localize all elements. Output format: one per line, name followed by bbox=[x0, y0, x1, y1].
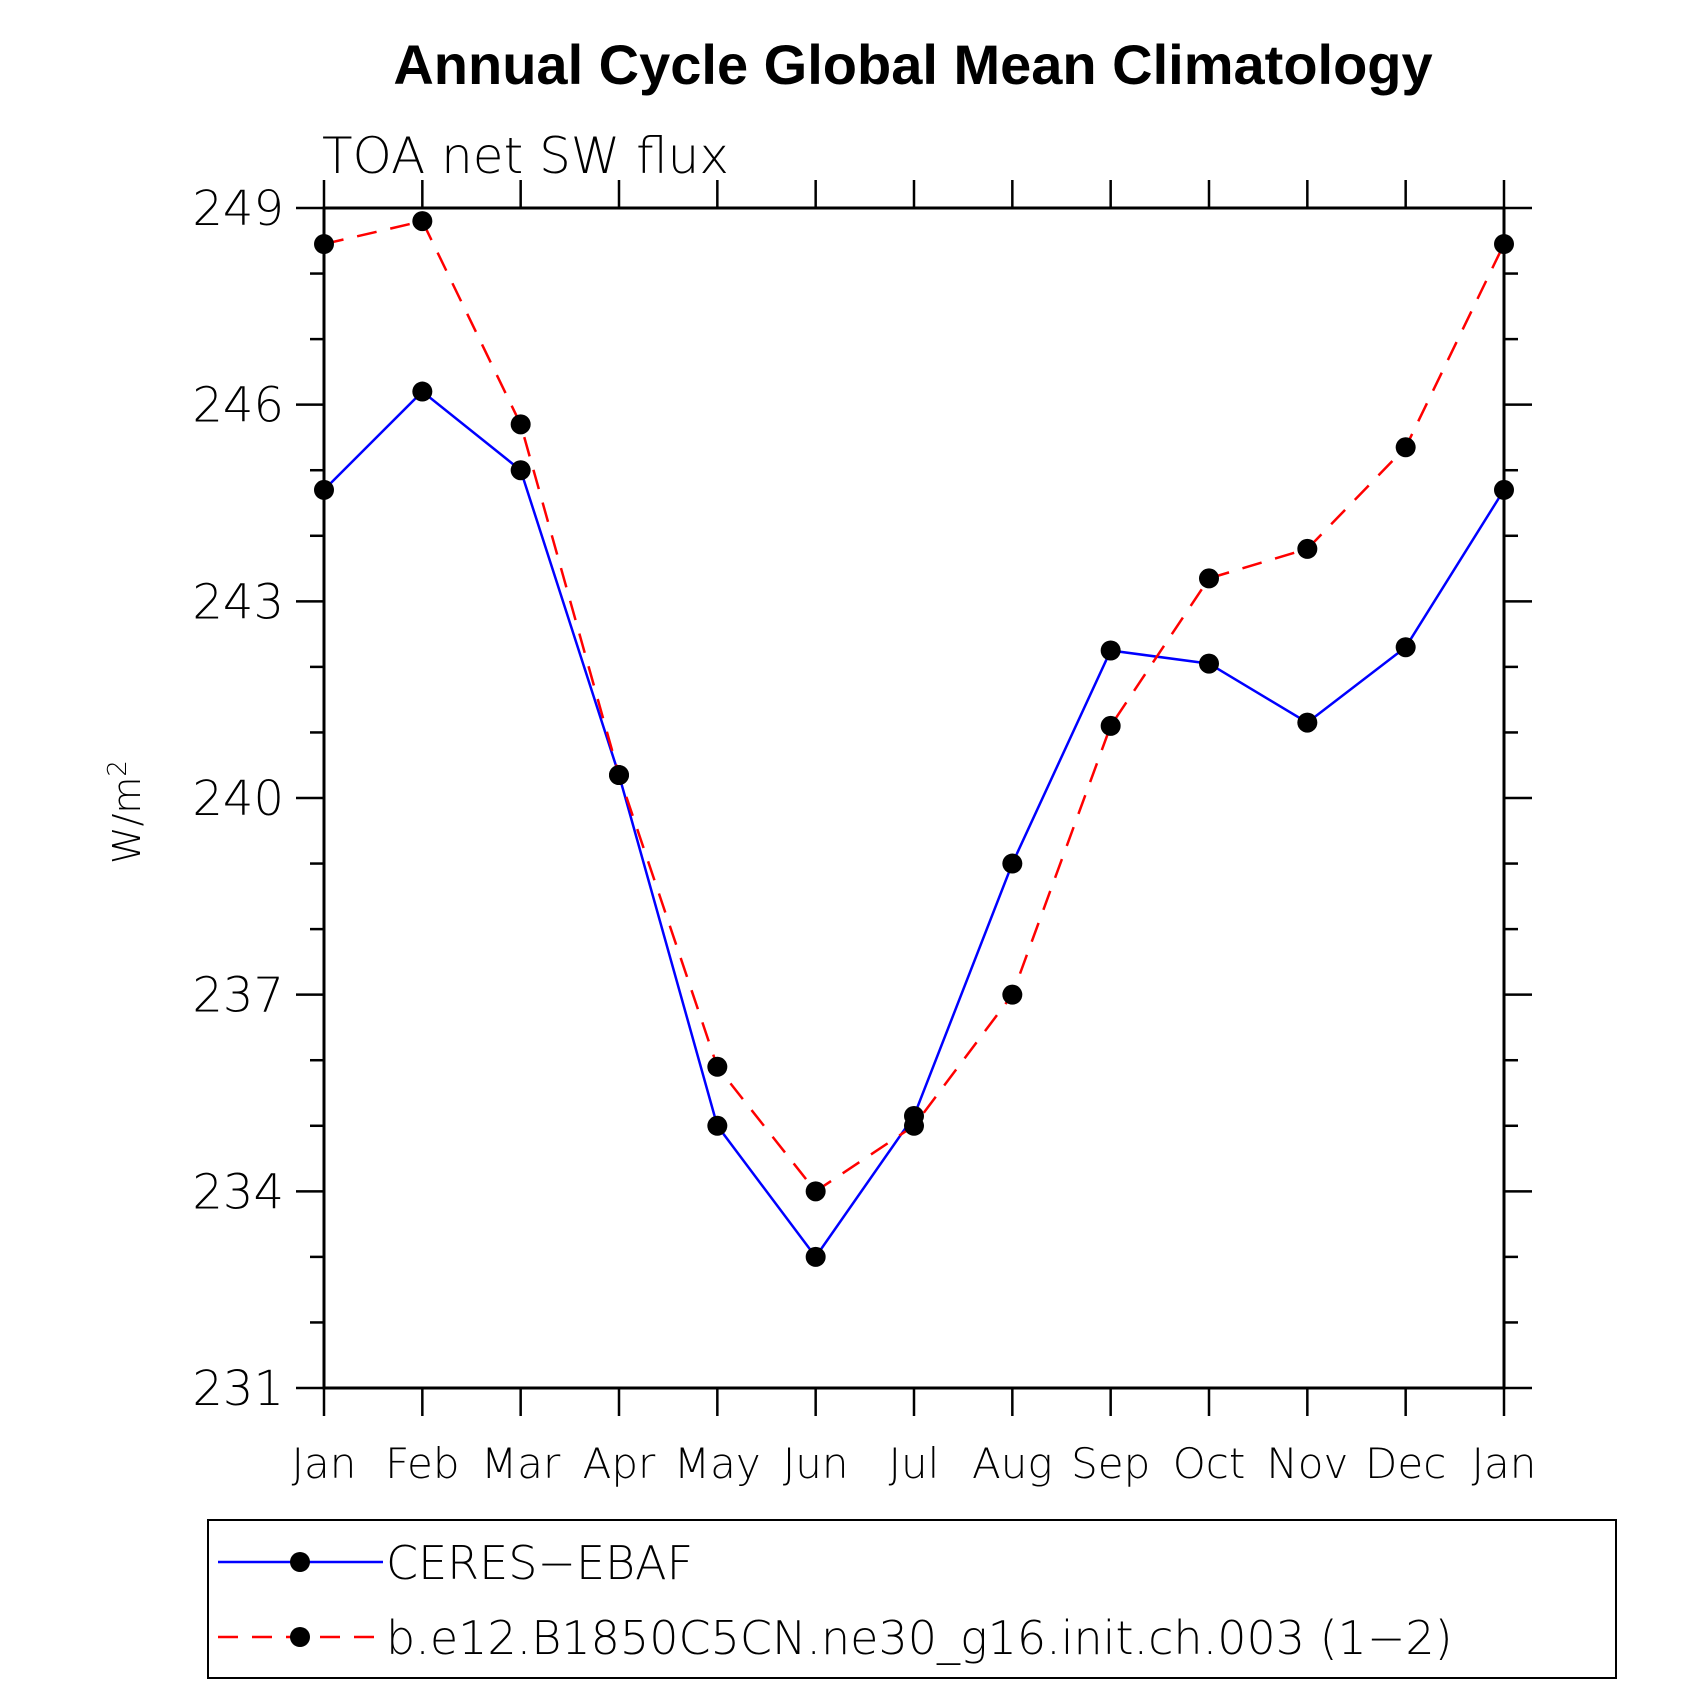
series-2-point bbox=[1199, 568, 1219, 589]
y-tick-label: 234 bbox=[192, 1164, 284, 1220]
legend-marker-1 bbox=[290, 1552, 310, 1572]
series-1-point bbox=[510, 460, 531, 481]
series-1-point bbox=[805, 1246, 826, 1267]
x-tick-label: Apr bbox=[583, 1439, 656, 1488]
x-tick-label: Jan bbox=[292, 1439, 357, 1488]
legend-box bbox=[207, 1519, 1617, 1679]
series-1-point bbox=[1297, 712, 1318, 733]
x-tick-label: Sep bbox=[1071, 1439, 1150, 1488]
series-2-point bbox=[1002, 984, 1023, 1005]
series-2-point bbox=[1494, 234, 1514, 255]
y-tick-label: 243 bbox=[192, 574, 284, 630]
series-1-point bbox=[1100, 640, 1121, 661]
x-tick-label: Jul bbox=[889, 1439, 940, 1488]
x-tick-label: May bbox=[674, 1439, 761, 1488]
legend-marker-2 bbox=[290, 1627, 310, 1647]
series-1-point bbox=[1494, 479, 1514, 500]
x-tick-label: Aug bbox=[972, 1439, 1053, 1488]
series-2-point bbox=[1100, 715, 1121, 736]
series-2-point bbox=[707, 1056, 728, 1077]
series-2-point bbox=[412, 211, 433, 232]
legend-label-2: b.e12.B1850C5CN.ne30_g16.init.ch.003 (1−… bbox=[386, 1611, 1453, 1665]
series-1-point bbox=[314, 479, 334, 500]
series-2-point bbox=[904, 1115, 924, 1136]
series-2-point bbox=[1395, 437, 1416, 458]
series-2-point bbox=[510, 414, 531, 435]
series-1-point bbox=[1199, 653, 1219, 674]
y-tick-label: 249 bbox=[192, 181, 284, 237]
x-tick-label: Oct bbox=[1173, 1439, 1246, 1488]
x-tick-label: Jan bbox=[1472, 1439, 1537, 1488]
x-tick-label: Jun bbox=[783, 1439, 849, 1488]
y-axis-label-superscript: 2 bbox=[103, 760, 133, 777]
chart-title: Annual Cycle Global Mean Climatology bbox=[393, 33, 1432, 96]
x-tick-label: Dec bbox=[1365, 1439, 1446, 1488]
x-tick-label: Mar bbox=[481, 1439, 561, 1488]
series-1-point bbox=[707, 1115, 728, 1136]
series-2-point bbox=[805, 1181, 826, 1202]
y-tick-label: 231 bbox=[192, 1361, 284, 1417]
series-2-point bbox=[609, 765, 629, 786]
series-2-point bbox=[314, 234, 334, 255]
x-tick-label: Feb bbox=[385, 1439, 459, 1488]
y-tick-label: 246 bbox=[192, 378, 284, 434]
y-tick-label: 237 bbox=[192, 968, 284, 1024]
legend: CERES−EBAF b.e12.B1850C5CN.ne30_g16.init.… bbox=[207, 1519, 1617, 1679]
legend-label-1: CERES−EBAF bbox=[386, 1536, 693, 1590]
x-tick-label: Nov bbox=[1266, 1439, 1348, 1488]
series-1-point bbox=[1002, 853, 1023, 874]
series-1-point bbox=[412, 381, 433, 402]
y-axis-label: W/m2 bbox=[103, 760, 149, 864]
y-tick-label: 240 bbox=[192, 771, 284, 827]
chart-subtitle: TOA net SW flux bbox=[322, 127, 729, 185]
plot-area: 231 234 237 240 243 246 249 Jan Feb Mar Apr May Jun J… bbox=[192, 180, 1536, 1488]
series-2-point bbox=[1297, 538, 1318, 559]
y-axis-label-main: W/m bbox=[105, 777, 149, 864]
series-1-point bbox=[1395, 637, 1416, 658]
